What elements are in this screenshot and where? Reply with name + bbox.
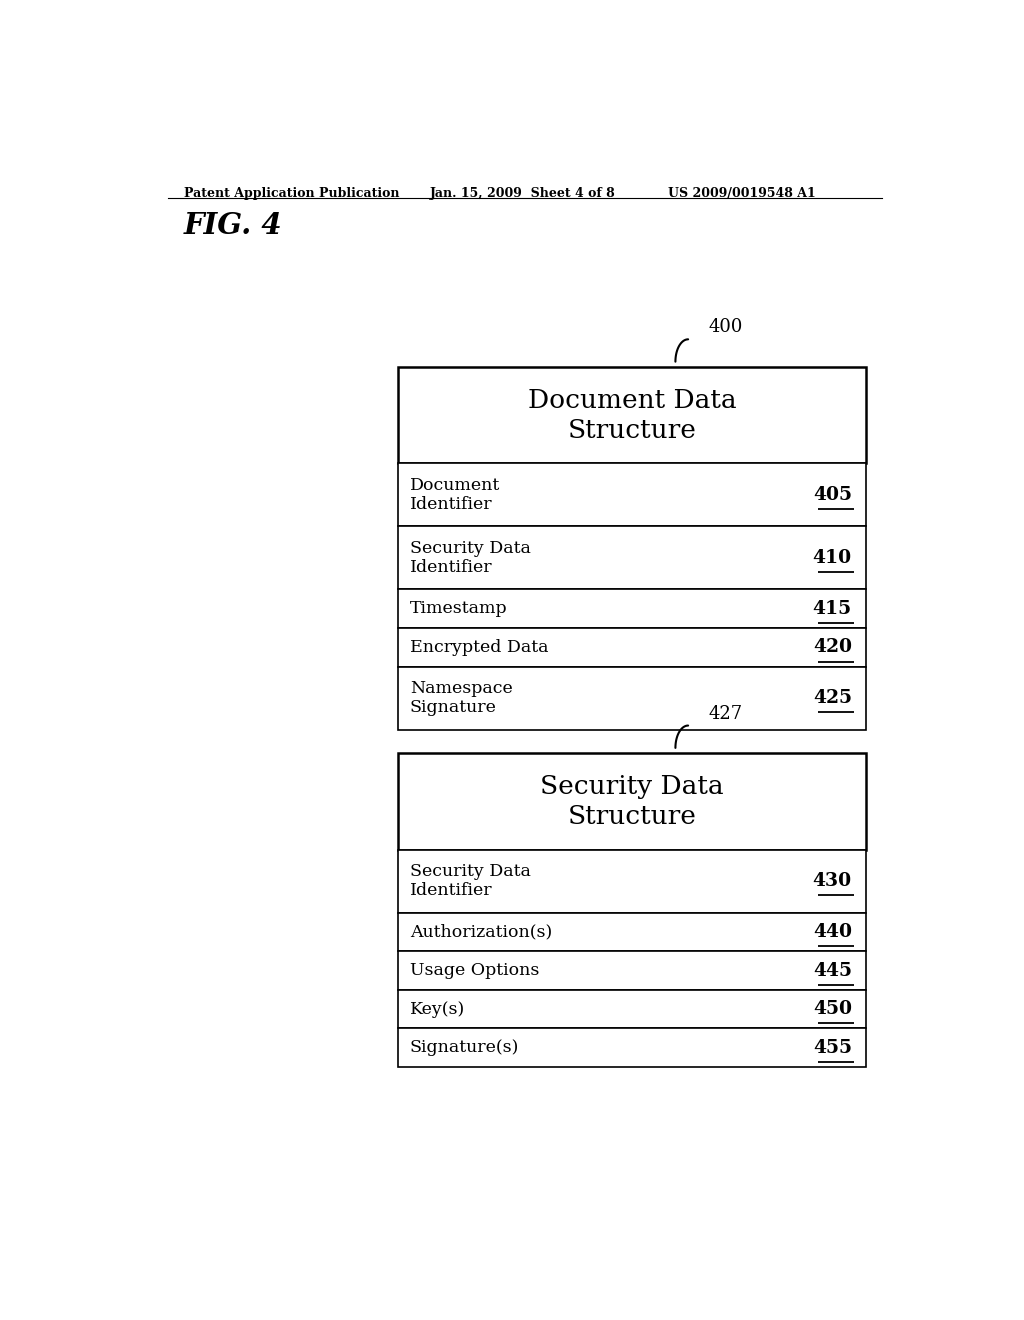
Bar	[397, 589, 866, 628]
Text: 415: 415	[813, 599, 852, 618]
Bar	[397, 1028, 866, 1067]
Text: Security Data
Identifier: Security Data Identifier	[410, 863, 530, 899]
Text: Authorization(s): Authorization(s)	[410, 924, 552, 940]
Text: Document Data
Structure: Document Data Structure	[527, 388, 736, 442]
Text: 425: 425	[813, 689, 852, 708]
Text: 455: 455	[813, 1039, 852, 1057]
Text: Patent Application Publication: Patent Application Publication	[183, 187, 399, 199]
Bar	[397, 463, 866, 527]
Text: 427: 427	[709, 705, 742, 722]
Bar	[397, 850, 866, 912]
Text: 440: 440	[813, 923, 852, 941]
Bar	[397, 367, 866, 463]
Text: Usage Options: Usage Options	[410, 962, 539, 979]
Bar	[397, 990, 866, 1028]
Bar	[397, 952, 866, 990]
Text: FIG. 4: FIG. 4	[183, 211, 283, 240]
Text: 430: 430	[813, 873, 852, 890]
Text: Jan. 15, 2009  Sheet 4 of 8: Jan. 15, 2009 Sheet 4 of 8	[430, 187, 615, 199]
Text: Namespace
Signature: Namespace Signature	[410, 680, 512, 715]
Text: 445: 445	[813, 961, 852, 979]
Text: Timestamp: Timestamp	[410, 601, 507, 618]
Bar	[397, 527, 866, 589]
Text: 400: 400	[709, 318, 743, 337]
Text: Security Data
Identifier: Security Data Identifier	[410, 540, 530, 576]
Text: US 2009/0019548 A1: US 2009/0019548 A1	[668, 187, 815, 199]
Bar	[397, 667, 866, 730]
Text: Signature(s): Signature(s)	[410, 1039, 519, 1056]
Text: 405: 405	[813, 486, 852, 504]
Text: Key(s): Key(s)	[410, 1001, 465, 1018]
Text: Document
Identifier: Document Identifier	[410, 477, 500, 512]
Bar	[397, 752, 866, 850]
Text: 420: 420	[813, 639, 852, 656]
Bar	[397, 628, 866, 667]
Text: Security Data
Structure: Security Data Structure	[540, 774, 724, 829]
Bar	[397, 912, 866, 952]
Text: 450: 450	[813, 1001, 852, 1018]
Text: 410: 410	[813, 549, 852, 566]
Text: Encrypted Data: Encrypted Data	[410, 639, 548, 656]
